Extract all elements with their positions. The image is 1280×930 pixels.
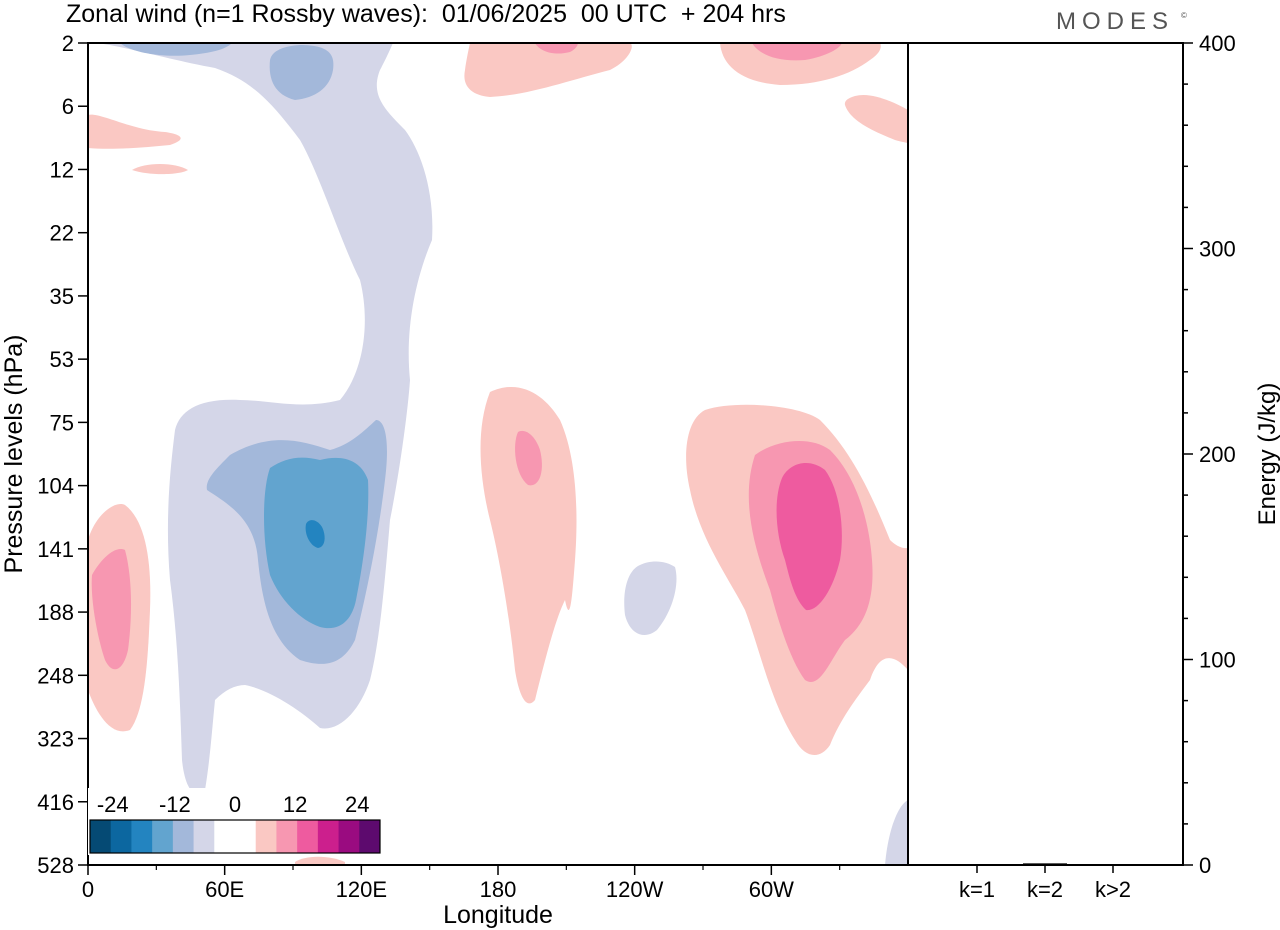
y-tick-label: 2 bbox=[62, 31, 74, 56]
contour-pos-upper-left-a bbox=[88, 114, 181, 149]
chart-title: Zonal wind (n=1 Rossby waves): 01/06/202… bbox=[66, 0, 786, 28]
contour-pos-l2-west bbox=[91, 549, 132, 670]
x-axis: 0 60E 120E 180 120W 60W bbox=[82, 865, 841, 902]
brand-copyright-mark: © bbox=[1181, 11, 1187, 20]
contour-pos-top-middle bbox=[464, 43, 632, 97]
energy-bar bbox=[955, 864, 999, 866]
energy-tick-label: 300 bbox=[1199, 237, 1236, 262]
x-tick-label: 180 bbox=[480, 877, 517, 902]
y-tick-label: 22 bbox=[50, 221, 74, 246]
colorbar-swatch bbox=[359, 820, 381, 853]
y-tick-label: 53 bbox=[50, 347, 74, 372]
colorbar-swatch bbox=[317, 820, 340, 853]
contour-neg-surface-edge bbox=[885, 800, 908, 865]
y-axis: 2 6 12 22 35 53 75 104 141 188 248 323 416 528 bbox=[37, 31, 88, 878]
colorbar-swatch bbox=[90, 820, 112, 853]
contour-pos-top-edge bbox=[844, 94, 908, 143]
contour-neg-l2-top bbox=[269, 45, 334, 100]
colorbar-swatch bbox=[297, 820, 319, 853]
contour-pos-top-east bbox=[720, 43, 881, 85]
energy-bar bbox=[1023, 863, 1067, 865]
y-tick-label: 6 bbox=[62, 94, 74, 119]
energy-tick-label: 100 bbox=[1199, 648, 1236, 673]
energy-axis: 0 100 200 300 400 bbox=[1183, 31, 1236, 878]
contour-pos-bottom bbox=[295, 856, 345, 865]
contour-fields bbox=[88, 43, 908, 865]
contour-pos-l2-top-mid bbox=[535, 43, 578, 54]
colorbar-swatch bbox=[131, 820, 153, 853]
y-tick-label: 248 bbox=[37, 663, 74, 688]
y-tick-label: 416 bbox=[37, 790, 74, 815]
colorbar-label: -12 bbox=[159, 792, 191, 817]
x-tick-label: 60W bbox=[749, 877, 794, 902]
energy-tick-label: 400 bbox=[1199, 31, 1236, 56]
colorbar-swatch bbox=[214, 820, 236, 853]
contour-neg-l2-topleft bbox=[120, 43, 232, 56]
colorbar-swatch bbox=[152, 820, 174, 853]
energy-category-label: k=1 bbox=[959, 877, 995, 902]
x-tick-label: 120E bbox=[336, 877, 387, 902]
y-axis-title: Pressure levels (hPa) bbox=[0, 335, 28, 574]
colorbar-label: 24 bbox=[345, 792, 369, 817]
contour-pos-upper-left-b bbox=[132, 164, 188, 175]
energy-category-label: k=2 bbox=[1027, 877, 1063, 902]
colorbar-label: -24 bbox=[97, 792, 129, 817]
energy-tick-label: 0 bbox=[1199, 853, 1211, 878]
colorbar-swatch bbox=[172, 820, 195, 853]
y-tick-label: 75 bbox=[50, 410, 74, 435]
y-tick-label: 141 bbox=[37, 537, 74, 562]
x-tick-label: 0 bbox=[82, 877, 94, 902]
colorbar-frame bbox=[89, 819, 381, 854]
colorbar-swatch bbox=[193, 820, 215, 853]
colorbar-swatch bbox=[110, 820, 132, 853]
y-tick-label: 104 bbox=[37, 474, 74, 499]
contour-neg-east-pacific bbox=[624, 561, 677, 635]
colorbar: -24 -12 0 12 24 bbox=[88, 788, 382, 855]
x-tick-label: 120W bbox=[606, 877, 664, 902]
colorbar-label: 12 bbox=[283, 792, 307, 817]
energy-panel: k=1 k=2 k>2 bbox=[907, 42, 1184, 902]
contour-pos-l2-top-east bbox=[752, 43, 842, 61]
energy-category-label: k>2 bbox=[1095, 877, 1131, 902]
colorbar-swatch bbox=[255, 820, 277, 853]
colorbar-swatch bbox=[235, 820, 257, 853]
energy-tick-label: 200 bbox=[1199, 442, 1236, 467]
colorbar-swatch bbox=[338, 820, 360, 853]
y-tick-label: 188 bbox=[37, 600, 74, 625]
y-tick-label: 35 bbox=[50, 284, 74, 309]
contour-neg-l4-core bbox=[305, 520, 325, 548]
y-tick-label: 323 bbox=[37, 727, 74, 752]
energy-bars: k=1 k=2 k>2 bbox=[955, 863, 1135, 902]
contour-pos-central-column bbox=[480, 386, 577, 704]
energy-frame bbox=[907, 42, 1184, 866]
y-tick-label: 12 bbox=[50, 157, 74, 182]
colorbar-swatch bbox=[276, 820, 298, 853]
energy-axis-title: Energy (J/kg) bbox=[1254, 383, 1280, 526]
contour-pos-l3-east bbox=[776, 463, 842, 611]
contour-pos-l2-central bbox=[515, 430, 542, 486]
brand-logo: MODES bbox=[1056, 8, 1175, 35]
energy-bar bbox=[1091, 864, 1135, 866]
y-tick-label: 528 bbox=[37, 853, 74, 878]
heatmap-panel bbox=[87, 42, 909, 866]
x-axis-title: Longitude bbox=[443, 901, 553, 929]
x-tick-label: 60E bbox=[205, 877, 244, 902]
colorbar-label: 0 bbox=[229, 792, 241, 817]
